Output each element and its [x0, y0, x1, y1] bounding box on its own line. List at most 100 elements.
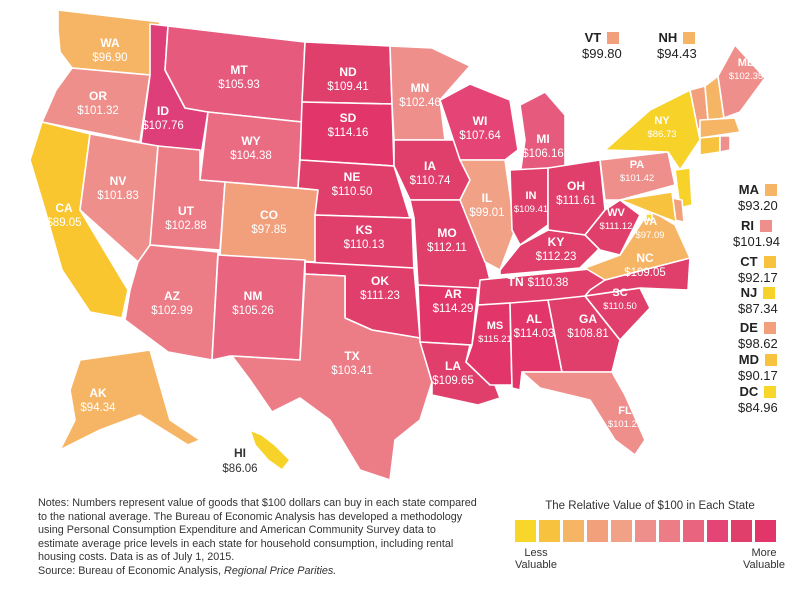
svg-text:WV: WV	[607, 207, 625, 219]
legend-swatch	[587, 520, 608, 542]
label-wy: WY $104.38	[230, 134, 272, 162]
state-me[interactable]	[717, 44, 766, 119]
svg-text:AK: AK	[89, 386, 107, 400]
svg-text:$111.12: $111.12	[600, 221, 633, 232]
callout-ma: MA $93.20	[738, 182, 778, 213]
label-ca: CA $89.05	[46, 201, 81, 229]
legend-swatch	[707, 520, 728, 542]
swatch-de	[763, 322, 776, 334]
source-line: Source: Bureau of Economic Analysis, Reg…	[38, 564, 337, 577]
svg-text:KS: KS	[356, 223, 373, 237]
svg-text:$108.81: $108.81	[567, 328, 609, 340]
svg-text:$109.41: $109.41	[514, 204, 548, 215]
label-al: AL $114.03	[514, 312, 555, 340]
svg-text:$86.06: $86.06	[222, 463, 257, 475]
svg-text:NC: NC	[636, 251, 654, 265]
legend-swatch	[611, 520, 632, 542]
svg-text:$114.03: $114.03	[514, 328, 555, 340]
state-ri[interactable]	[719, 135, 731, 153]
svg-text:UT: UT	[178, 204, 195, 218]
svg-text:$110.13: $110.13	[344, 239, 385, 251]
state-dc[interactable]	[645, 213, 653, 221]
label-mi: MI $106.16	[522, 132, 564, 160]
state-in[interactable]	[509, 167, 549, 246]
svg-text:$105.93: $105.93	[218, 79, 260, 91]
label-nc: NC $109.05	[624, 251, 666, 279]
svg-text:IN: IN	[526, 190, 537, 202]
svg-text:SD: SD	[340, 111, 357, 125]
svg-text:$96.90: $96.90	[92, 52, 127, 64]
state-co[interactable]	[219, 181, 319, 263]
svg-text:$102.99: $102.99	[151, 305, 193, 317]
svg-text:$102.88: $102.88	[165, 220, 207, 232]
legend-swatch	[755, 520, 776, 542]
svg-text:TX: TX	[344, 349, 359, 363]
callout-vt: VT $99.80	[582, 30, 622, 61]
label-ok: OK $111.23	[360, 274, 400, 302]
label-hi: HI $86.06	[222, 446, 257, 475]
legend-title: The Relative Value of $100 in Each State	[545, 500, 755, 512]
svg-text:$97.85: $97.85	[251, 224, 286, 236]
legend-scale	[515, 520, 785, 542]
svg-text:ID: ID	[157, 104, 169, 118]
svg-text:KY: KY	[548, 235, 565, 249]
callout-nj: NJ $87.34	[738, 285, 778, 316]
state-wv[interactable]	[584, 199, 641, 256]
svg-text:$104.38: $104.38	[230, 150, 272, 162]
svg-text:MN: MN	[411, 81, 430, 95]
svg-text:NY: NY	[654, 115, 670, 127]
state-fl[interactable]	[521, 371, 646, 456]
legend-swatch	[659, 520, 680, 542]
callout-de: DE $98.62	[738, 320, 778, 351]
swatch-vt	[607, 32, 620, 44]
svg-text:$111.23: $111.23	[360, 290, 400, 302]
label-ne: NE $110.50	[332, 170, 373, 198]
state-il[interactable]	[459, 159, 516, 271]
state-pa[interactable]	[599, 151, 676, 201]
svg-text:FL: FL	[618, 405, 632, 417]
swatch-nj	[763, 287, 776, 299]
label-la: LA $109.65	[432, 359, 474, 387]
svg-text:IA: IA	[424, 159, 436, 173]
label-wa: WA $96.90	[92, 36, 127, 64]
legend-swatch	[515, 520, 536, 542]
svg-text:$114.16: $114.16	[328, 127, 369, 139]
state-md[interactable]	[619, 191, 677, 223]
svg-text:$105.26: $105.26	[232, 305, 274, 317]
label-ks: KS $110.13	[344, 223, 385, 251]
swatch-md	[764, 354, 777, 366]
legend-swatch	[731, 520, 752, 542]
state-ak[interactable]	[59, 349, 201, 451]
label-or: OR $101.32	[77, 89, 119, 117]
svg-text:$94.34: $94.34	[80, 402, 116, 414]
label-id: ID $107.76	[142, 104, 184, 132]
svg-text:LA: LA	[445, 359, 461, 373]
tn-label-combined: TN $110.38	[508, 275, 569, 289]
callout-dc: DC $84.96	[738, 384, 778, 415]
label-tx: TX $103.41	[331, 349, 373, 377]
state-la[interactable]	[419, 341, 501, 406]
state-ct[interactable]	[699, 135, 721, 156]
state-nj[interactable]	[674, 167, 693, 209]
state-ga[interactable]	[547, 295, 621, 373]
svg-text:OH: OH	[567, 179, 585, 193]
label-tn: TN $110.38	[508, 275, 569, 289]
color-legend: The Relative Value of $100 in Each State…	[515, 500, 785, 571]
state-mn[interactable]	[389, 45, 471, 141]
label-ia: IA $110.74	[410, 159, 451, 187]
label-nv: NV $101.83	[97, 174, 139, 202]
swatch-dc	[764, 386, 777, 398]
state-hi[interactable]	[249, 429, 291, 471]
svg-text:$110.50: $110.50	[603, 301, 637, 312]
state-ma[interactable]	[699, 117, 741, 139]
svg-text:CA: CA	[55, 201, 73, 215]
swatch-ct	[763, 256, 776, 268]
label-me: ME $102.35	[729, 57, 763, 82]
state-or[interactable]	[41, 67, 151, 143]
label-nd: ND $109.41	[327, 65, 369, 93]
state-tx[interactable]	[231, 273, 433, 481]
svg-text:AR: AR	[444, 287, 462, 301]
svg-text:OK: OK	[371, 274, 389, 288]
swatch-ri	[760, 220, 772, 232]
label-in: IN $109.41	[514, 190, 548, 215]
